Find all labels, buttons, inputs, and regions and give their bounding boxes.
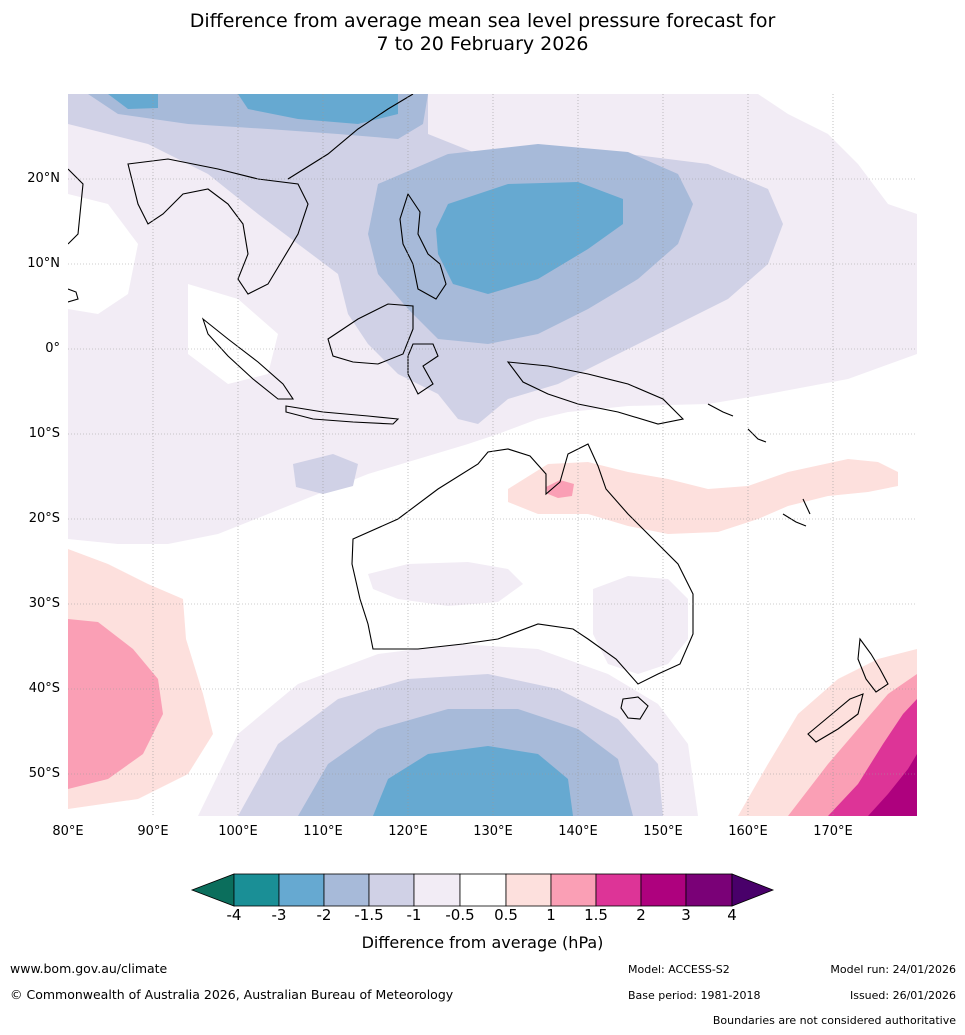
colorbar-bin-n2 (323, 873, 370, 907)
coastline-new-zealand-north (857, 637, 889, 693)
pressure-anomaly-map (68, 94, 917, 816)
colorbar-extend-low (190, 873, 235, 907)
anomaly-core-gulf-carpentaria (546, 480, 574, 498)
lon-label-110e: 110°E (303, 824, 343, 839)
anomaly-core-south-china (238, 94, 398, 124)
coastlines (68, 94, 889, 743)
title-line-1: Difference from average mean sea level p… (189, 10, 776, 32)
anomaly-core-northwest (108, 94, 158, 109)
colorbar-tick: 4 (727, 906, 737, 924)
base-period: Base period: 1981-2018 (628, 989, 761, 1002)
website-link[interactable]: www.bom.gov.au/climate (10, 961, 168, 976)
lat-label-10s: 10°S (28, 426, 60, 441)
coastline-pacific-islands (707, 403, 811, 527)
anomaly-region-australia-west (368, 562, 523, 606)
colorbar (190, 872, 775, 908)
lon-label-120e: 120°E (388, 824, 428, 839)
coastline-java (285, 405, 400, 425)
colorbar-tick: -1 (406, 906, 422, 924)
copyright-text: © Commonwealth of Australia 2026, Austra… (10, 987, 454, 1002)
colorbar-bin-p3 (685, 873, 733, 907)
colorbar-tick: -1.5 (354, 906, 384, 924)
coastline-borneo (327, 303, 414, 365)
lat-label-40s: 40°S (28, 681, 60, 696)
coastline-new-zealand-south (807, 693, 864, 743)
map-canvas (68, 94, 917, 816)
coastline-philippines (399, 192, 447, 300)
lon-label-90e: 90°E (137, 824, 169, 839)
colorbar-tick: -2 (316, 906, 332, 924)
anomaly-patch-indian-ocean (293, 454, 358, 494)
zero-gap-sumatra (188, 284, 278, 384)
coastline-indochina (127, 158, 309, 295)
anomaly-core-southern-ocean (373, 746, 573, 816)
coastline-india (68, 168, 84, 245)
colorbar-tick: -0.5 (445, 906, 475, 924)
anomaly-core-philippine-sea (436, 182, 623, 294)
lon-label-170e: 170°E (813, 824, 853, 839)
zero-gap-west (68, 194, 138, 314)
colorbar-bin-n1 (413, 873, 461, 907)
colorbar-bin-p05 (505, 873, 552, 907)
lat-label-50s: 50°S (28, 766, 60, 781)
anomaly-core-tasman (868, 754, 917, 816)
lon-label-140e: 140°E (558, 824, 598, 839)
colorbar-tick: 1 (546, 906, 556, 924)
lat-label-10n: 10°N (27, 256, 60, 271)
lat-label-20s: 20°S (28, 511, 60, 526)
anomaly-region-australia-east (593, 576, 688, 674)
coastline-sumatra (201, 317, 295, 400)
lon-label-150e: 150°E (643, 824, 683, 839)
model-run-date: Model run: 24/01/2026 (830, 963, 956, 976)
lon-label-160e: 160°E (728, 824, 768, 839)
zero-gap-northeast (758, 94, 917, 214)
colorbar-bin-n3 (278, 873, 325, 907)
colorbar-extend-high (731, 873, 775, 907)
lon-label-130e: 130°E (473, 824, 513, 839)
boundaries-disclaimer: Boundaries are not considered authoritat… (712, 1014, 956, 1027)
colorbar-tick: 0.5 (494, 906, 518, 924)
colorbar-tick: 3 (681, 906, 691, 924)
title-line-2: 7 to 20 February 2026 (376, 33, 589, 55)
colorbar-bin-n15 (368, 873, 415, 907)
colorbar-bin-p2 (640, 873, 687, 907)
colorbar-tick: 1.5 (584, 906, 608, 924)
colorbar-tick: 2 (636, 906, 646, 924)
colorbar-title: Difference from average (hPa) (361, 933, 604, 952)
coastline-china (287, 94, 414, 180)
lat-label-30s: 30°S (28, 596, 60, 611)
coastline-australia (351, 443, 694, 685)
colorbar-bin-zero (459, 873, 507, 907)
colorbar-tick: -3 (271, 906, 287, 924)
graticule (68, 94, 917, 816)
issued-date: Issued: 26/01/2026 (849, 989, 956, 1002)
colorbar-tick: -4 (226, 906, 242, 924)
coastline-new-guinea (506, 361, 685, 425)
lon-label-100e: 100°E (218, 824, 258, 839)
colorbar-bin-p1 (550, 873, 597, 907)
colorbar-bin-p15 (595, 873, 642, 907)
lat-label-20n: 20°N (27, 171, 60, 186)
colorbar-bin-n4 (233, 873, 280, 907)
anomaly-region-north-australia-positive (508, 459, 898, 534)
lon-label-80e: 80°E (52, 824, 84, 839)
coastline-tasmania (620, 696, 649, 720)
coastline-sri-lanka (68, 288, 79, 303)
model-name: Model: ACCESS-S2 (628, 963, 730, 976)
chart-title: Difference from average mean sea level p… (0, 10, 965, 56)
anomaly-core-southwest (68, 619, 163, 789)
lat-label-0: 0° (45, 341, 60, 356)
